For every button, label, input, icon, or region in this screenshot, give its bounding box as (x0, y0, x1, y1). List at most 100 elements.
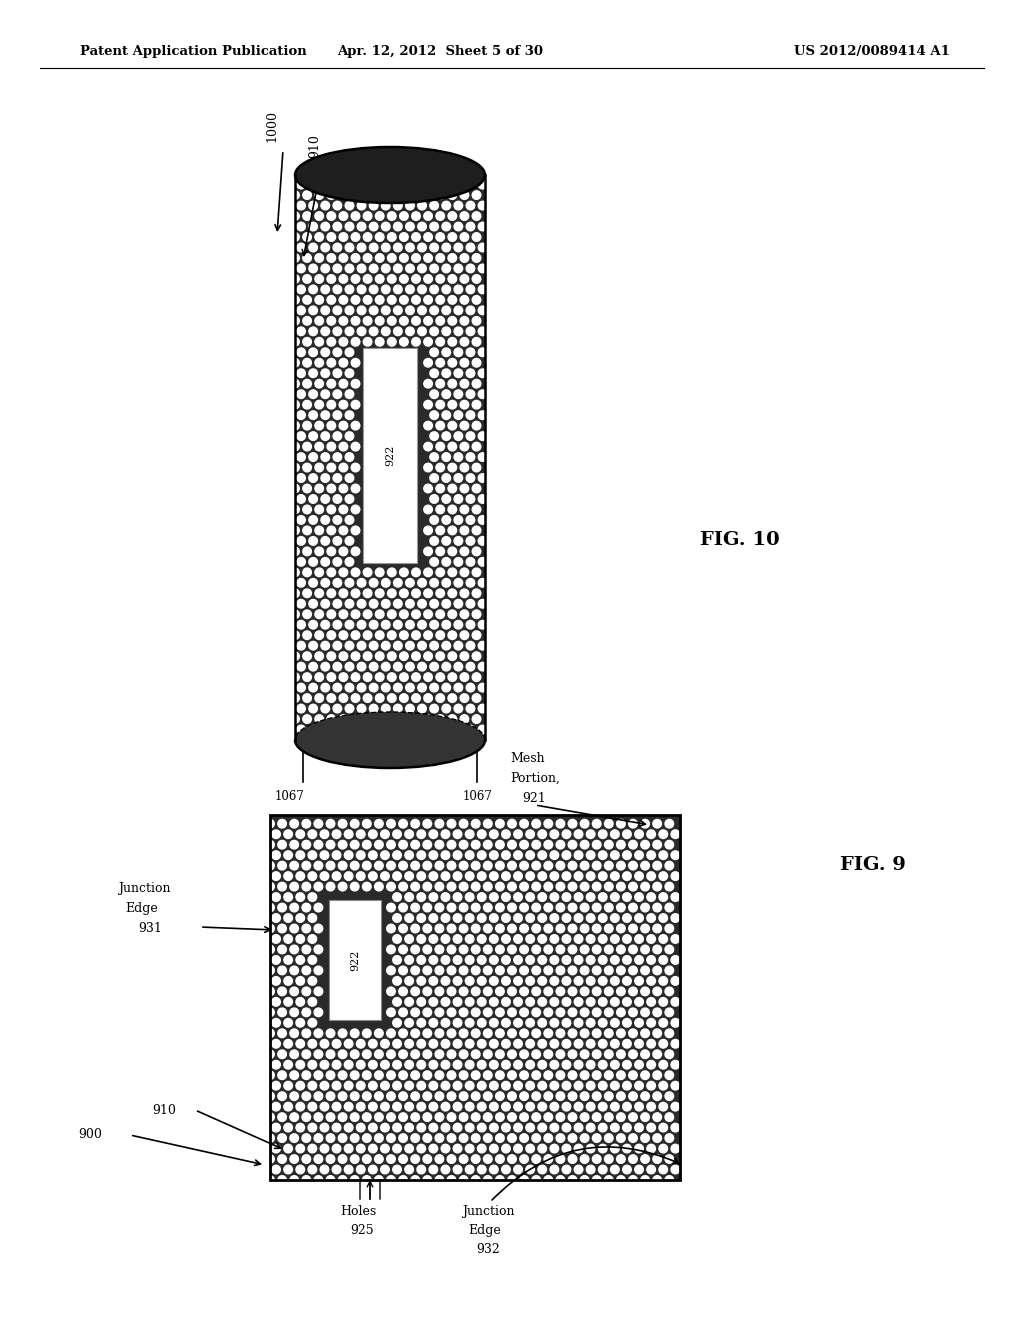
Circle shape (309, 684, 317, 692)
Circle shape (399, 149, 409, 157)
Circle shape (308, 830, 316, 838)
Circle shape (472, 338, 481, 346)
Circle shape (520, 924, 528, 933)
Circle shape (370, 160, 378, 168)
Circle shape (604, 841, 613, 849)
Circle shape (424, 275, 432, 284)
Text: 910: 910 (152, 1104, 176, 1117)
Circle shape (339, 338, 348, 346)
Circle shape (449, 253, 457, 263)
Circle shape (332, 1081, 341, 1090)
Circle shape (417, 935, 426, 944)
Circle shape (406, 746, 415, 755)
Circle shape (315, 589, 324, 598)
Circle shape (531, 1008, 541, 1016)
Circle shape (406, 264, 415, 273)
Circle shape (351, 296, 359, 304)
Circle shape (514, 935, 522, 944)
Circle shape (399, 253, 409, 263)
Circle shape (629, 1049, 637, 1059)
Circle shape (387, 296, 396, 304)
Circle shape (308, 1102, 316, 1111)
Circle shape (424, 714, 432, 723)
Circle shape (265, 1008, 274, 1016)
Circle shape (265, 841, 274, 849)
Circle shape (376, 756, 384, 766)
Circle shape (635, 935, 643, 944)
Circle shape (351, 275, 359, 284)
Circle shape (466, 684, 475, 692)
Circle shape (587, 851, 595, 859)
Circle shape (526, 1081, 535, 1090)
Circle shape (436, 296, 444, 304)
Circle shape (544, 1113, 553, 1122)
Circle shape (526, 977, 535, 985)
Circle shape (442, 327, 451, 335)
Bar (270, 814, 680, 1180)
Circle shape (387, 966, 395, 974)
Circle shape (345, 160, 353, 168)
Circle shape (297, 285, 305, 293)
Circle shape (314, 924, 323, 933)
Circle shape (265, 924, 274, 933)
Circle shape (364, 317, 372, 325)
Circle shape (382, 327, 390, 335)
Circle shape (574, 1081, 583, 1090)
Circle shape (581, 903, 589, 912)
Circle shape (411, 1134, 420, 1142)
Circle shape (436, 191, 444, 199)
Circle shape (424, 652, 432, 660)
Circle shape (477, 998, 486, 1006)
Circle shape (441, 1060, 450, 1069)
Circle shape (333, 222, 342, 231)
Circle shape (623, 956, 631, 964)
Circle shape (265, 820, 274, 828)
Circle shape (297, 557, 305, 566)
Circle shape (471, 1008, 480, 1016)
Circle shape (345, 474, 353, 482)
Circle shape (333, 411, 342, 420)
Circle shape (436, 610, 444, 619)
Circle shape (309, 160, 317, 168)
Circle shape (265, 1092, 274, 1101)
Circle shape (472, 610, 481, 619)
Circle shape (382, 243, 390, 252)
Circle shape (339, 379, 348, 388)
Circle shape (314, 1030, 323, 1038)
Circle shape (321, 851, 329, 859)
Circle shape (623, 1039, 631, 1048)
Circle shape (278, 1030, 287, 1038)
Circle shape (284, 977, 293, 985)
Circle shape (441, 977, 450, 985)
Circle shape (659, 851, 668, 859)
Circle shape (629, 882, 637, 891)
Circle shape (370, 327, 378, 335)
Circle shape (531, 1071, 541, 1080)
Circle shape (387, 232, 396, 242)
Circle shape (411, 862, 420, 870)
Circle shape (356, 1144, 365, 1152)
Circle shape (393, 746, 402, 755)
Circle shape (472, 694, 481, 702)
Circle shape (350, 1092, 359, 1101)
Circle shape (321, 370, 330, 378)
Circle shape (357, 306, 366, 314)
Circle shape (544, 1176, 553, 1184)
Circle shape (297, 516, 305, 524)
Circle shape (423, 1134, 431, 1142)
Circle shape (447, 1071, 456, 1080)
Circle shape (321, 285, 330, 293)
Circle shape (345, 746, 353, 755)
Circle shape (478, 348, 486, 356)
Circle shape (471, 1113, 480, 1122)
Circle shape (429, 1039, 437, 1048)
Circle shape (291, 296, 299, 304)
Circle shape (387, 253, 396, 263)
Circle shape (430, 474, 438, 482)
Circle shape (291, 546, 299, 556)
Circle shape (309, 453, 317, 462)
Circle shape (514, 892, 522, 902)
Circle shape (339, 714, 348, 723)
Circle shape (315, 400, 324, 409)
Circle shape (364, 756, 372, 766)
